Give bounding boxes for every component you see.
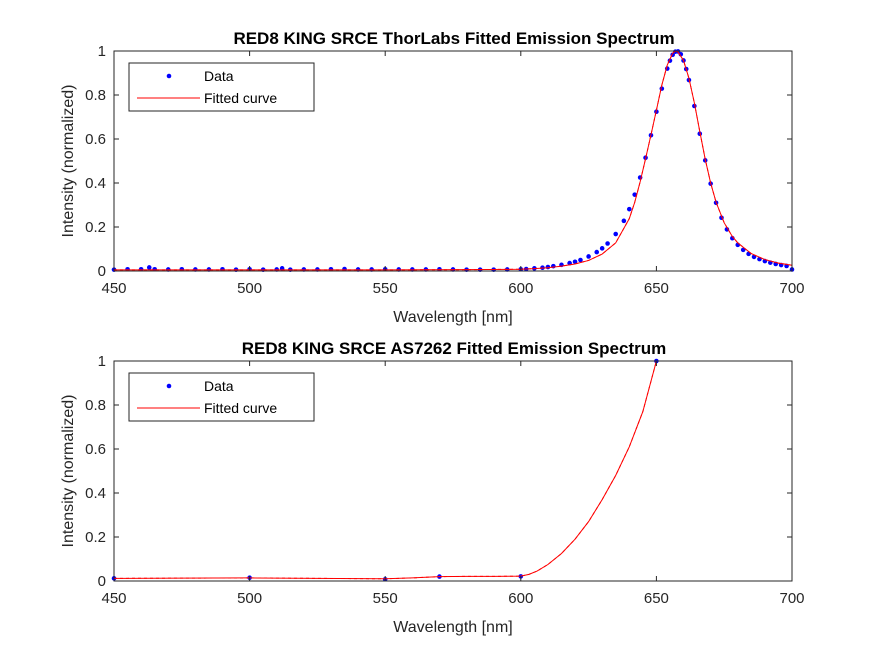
y-tick-label: 0.2: [85, 219, 106, 236]
data-point: [578, 257, 583, 263]
data-point: [605, 241, 610, 246]
y-axis-label: Intensity (normalized): [60, 395, 77, 548]
y-tick-label: 0: [98, 573, 106, 590]
data-point: [437, 266, 442, 272]
x-tick-label: 450: [101, 280, 126, 297]
x-axis-label: Wavelength [nm]: [393, 619, 512, 636]
data-point: [632, 192, 637, 197]
y-tick-label: 0.4: [85, 175, 106, 192]
y-tick-label: 0.4: [85, 485, 106, 502]
axes-box: [113, 360, 793, 582]
x-tick-label: 600: [508, 590, 533, 607]
x-tick-label: 500: [237, 590, 262, 607]
legend-marker-data: [166, 383, 172, 389]
x-tick-label: 650: [644, 590, 669, 607]
legend-label: Fitted curve: [204, 400, 277, 416]
data-point: [724, 227, 730, 232]
x-tick-label: 650: [644, 280, 669, 297]
data-point: [572, 259, 578, 265]
chart-1: 450 500 550 600 650 700 0 0.2 0.4 0.6 0.8 1 RED8 KIN…: [60, 29, 805, 326]
y-tick-label: 0.8: [85, 397, 106, 414]
data-point: [626, 206, 632, 212]
data-point: [621, 218, 627, 224]
chart-title: RED8 KING SRCE AS7262 Fitted Emission Sp…: [242, 339, 666, 358]
y-tick-label: 0.6: [85, 441, 106, 458]
data-point: [740, 247, 746, 253]
legend-label: Data: [204, 378, 234, 394]
chart-title: RED8 KING SRCE ThorLabs Fitted Emission …: [233, 29, 674, 48]
series-fitted-curve-overlay: [114, 50, 792, 271]
y-tick-label: 0.2: [85, 529, 106, 546]
y-tick-label: 1: [98, 43, 106, 60]
legend-box: [128, 372, 315, 422]
y-tick-label: 0: [98, 263, 106, 280]
x-tick-label: 550: [373, 280, 398, 297]
data-point: [599, 246, 605, 251]
legend-label: Fitted curve: [204, 90, 277, 106]
x-tick-label: 700: [779, 590, 804, 607]
y-tick-label: 1: [98, 353, 106, 370]
legend-label: Data: [204, 68, 234, 84]
axes-box: [113, 50, 793, 272]
y-axis-label: Intensity (normalized): [60, 85, 77, 238]
chart-2: 450 500 550 600 650 700 0 0.2 0.4 0.6 0.8 1 RED8 KIN…: [60, 339, 805, 636]
y-tick-label: 0.6: [85, 131, 106, 148]
series-fitted-curve-overlay: [114, 360, 657, 580]
data-point: [613, 231, 619, 237]
x-axis-label: Wavelength [nm]: [393, 309, 512, 326]
x-tick-label: 700: [779, 280, 804, 297]
x-tick-label: 550: [373, 590, 398, 607]
data-point: [586, 254, 591, 259]
y-tick-label: 0.8: [85, 87, 106, 104]
data-point: [146, 265, 152, 270]
x-tick-label: 500: [237, 280, 262, 297]
x-tick-label: 600: [508, 280, 533, 297]
legend: Data Fitted curve: [128, 62, 315, 112]
x-tick-label: 450: [101, 590, 126, 607]
legend-marker-data: [166, 73, 172, 79]
data-point: [594, 249, 600, 255]
legend: Data Fitted curve: [128, 372, 315, 422]
legend-box: [128, 62, 315, 112]
data-point: [678, 52, 684, 57]
